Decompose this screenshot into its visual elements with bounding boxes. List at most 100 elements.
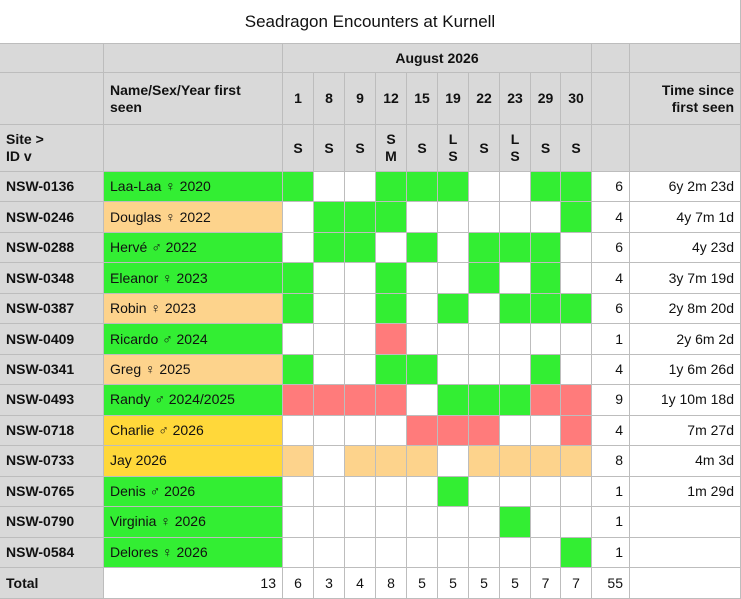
seadragon-id: NSW-0765 (0, 476, 104, 508)
time-since: 1y 6m 26d (630, 354, 741, 386)
seadragon-name-text: Robin ♀ 2023 (110, 300, 197, 317)
sighting-cell (500, 232, 531, 264)
day-total: 4 (345, 568, 376, 599)
seadragon-name: Eleanor ♀ 2023 (104, 263, 283, 294)
empty-cell (469, 293, 500, 325)
sighting-count: 1 (592, 507, 630, 538)
sighting-cell (283, 263, 314, 294)
seadragon-id-text: NSW-0765 (6, 482, 75, 499)
site-header-text: ID v (6, 148, 32, 164)
name-header: Name/Sex/Year first seen (104, 73, 283, 125)
empty-cell (345, 293, 376, 325)
sighting-count: 1 (592, 537, 630, 568)
sighting-count-text: 1 (615, 330, 623, 347)
seadragon-name-text: Virginia ♀ 2026 (110, 513, 206, 530)
site-code-text: M (385, 148, 397, 164)
empty-cell (561, 354, 592, 386)
empty-cell (469, 354, 500, 386)
seadragon-name-text: Ricardo ♂ 2024 (110, 330, 208, 347)
sighting-cell (531, 172, 561, 203)
sighting-cell (469, 232, 500, 264)
site-code: S (345, 125, 376, 172)
site-code: S (314, 125, 345, 172)
seadragon-id: NSW-0493 (0, 385, 104, 416)
day-header-text: 1 (294, 90, 302, 106)
site-code: S (561, 125, 592, 172)
seadragon-name-text: Greg ♀ 2025 (110, 360, 191, 377)
seadragon-name-text: Randy ♂ 2024/2025 (110, 391, 235, 408)
sighting-cell (376, 202, 407, 233)
empty-cell (283, 537, 314, 568)
seadragon-name-text: Denis ♂ 2026 (110, 482, 196, 499)
seadragon-id: NSW-0348 (0, 263, 104, 294)
sighting-cell (438, 476, 469, 508)
empty-cell (407, 385, 438, 416)
header-cell (630, 44, 741, 73)
sighting-count: 9 (592, 385, 630, 416)
time-since: 4m 3d (630, 446, 741, 477)
empty-cell (345, 324, 376, 355)
sighting-cell (376, 293, 407, 325)
site-code-text: S (293, 139, 303, 156)
day-total-text: 4 (356, 574, 364, 591)
day-header-text: 9 (356, 90, 364, 106)
seadragon-id: NSW-0246 (0, 202, 104, 233)
day-header: 19 (438, 73, 469, 125)
seadragon-id-text: NSW-0409 (6, 330, 75, 347)
day-total: 5 (500, 568, 531, 599)
empty-cell (314, 537, 345, 568)
empty-cell (345, 415, 376, 447)
sighting-cell (345, 446, 376, 477)
empty-cell (438, 507, 469, 538)
time-since: 1m 29d (630, 476, 741, 508)
site-code-text: S (324, 139, 334, 156)
sighting-count-text: 1 (615, 543, 623, 560)
empty-cell (531, 202, 561, 233)
sighting-cell (376, 263, 407, 294)
day-header: 12 (376, 73, 407, 125)
sighting-cell (500, 385, 531, 416)
empty-cell (469, 537, 500, 568)
sheet-title-text: Seadragon Encounters at Kurnell (244, 12, 496, 31)
day-header: 15 (407, 73, 438, 125)
sighting-count-text: 1 (615, 513, 623, 530)
time-since: 6y 2m 23d (630, 172, 741, 203)
name-header-text: Name/Sex/Year first seen (110, 81, 241, 115)
day-header-text: 23 (507, 90, 523, 106)
day-header: 1 (283, 73, 314, 125)
empty-cell (283, 476, 314, 508)
empty-cell (407, 202, 438, 233)
site-code-text: L (448, 131, 458, 147)
time-since-text: 2y 6m 2d (676, 330, 734, 347)
empty-cell (438, 354, 469, 386)
sighting-count: 4 (592, 354, 630, 386)
day-header: 29 (531, 73, 561, 125)
empty-cell (469, 202, 500, 233)
seadragon-id-text: NSW-0584 (6, 543, 75, 560)
sighting-count: 1 (592, 324, 630, 355)
sighting-cell (345, 385, 376, 416)
sighting-cell (438, 385, 469, 416)
empty-cell (500, 476, 531, 508)
sighting-cell (376, 354, 407, 386)
empty-cell (376, 232, 407, 264)
day-total: 5 (469, 568, 500, 599)
total-names: 13 (104, 568, 283, 599)
sighting-count: 1 (592, 476, 630, 508)
seadragon-id: NSW-0136 (0, 172, 104, 203)
empty-cell (407, 324, 438, 355)
site-header: Site > ID v (0, 125, 104, 172)
empty-cell (376, 537, 407, 568)
total-label: Total (0, 568, 104, 599)
sighting-cell (407, 415, 438, 447)
day-header-text: 30 (568, 90, 584, 106)
time-since: 2y 6m 2d (630, 324, 741, 355)
time-since: 4y 23d (630, 232, 741, 264)
sighting-cell (376, 385, 407, 416)
time-since-text: 1y 6m 26d (668, 360, 734, 377)
seadragon-id-text: NSW-0493 (6, 391, 75, 408)
time-since (630, 537, 741, 568)
time-header-text: Time since first seen (661, 81, 734, 115)
